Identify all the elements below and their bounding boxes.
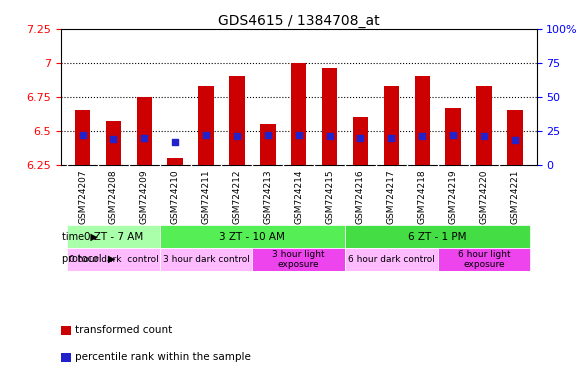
Bar: [160, 225, 345, 248]
Text: GSM724217: GSM724217: [387, 170, 396, 224]
Bar: [507, 111, 523, 165]
Text: percentile rank within the sample: percentile rank within the sample: [75, 352, 251, 362]
Bar: [476, 86, 492, 165]
Text: GSM724209: GSM724209: [140, 170, 149, 224]
Bar: [136, 97, 152, 165]
Bar: [160, 248, 252, 271]
Point: [510, 137, 520, 144]
Title: GDS4615 / 1384708_at: GDS4615 / 1384708_at: [218, 14, 379, 28]
Text: 6 ZT - 1 PM: 6 ZT - 1 PM: [408, 232, 467, 242]
Text: 3 hour dark control: 3 hour dark control: [162, 255, 249, 264]
Bar: [345, 248, 438, 271]
Text: 0 ZT - 7 AM: 0 ZT - 7 AM: [84, 232, 143, 242]
Bar: [322, 68, 338, 165]
Point: [448, 132, 458, 138]
Point: [387, 135, 396, 141]
Point: [201, 132, 211, 138]
Text: GSM724214: GSM724214: [294, 170, 303, 224]
Text: GSM724216: GSM724216: [356, 170, 365, 224]
Text: GSM724213: GSM724213: [263, 170, 273, 224]
Bar: [260, 124, 276, 165]
Text: 3 ZT - 10 AM: 3 ZT - 10 AM: [219, 232, 285, 242]
Bar: [106, 121, 121, 165]
Text: 0 hour dark  control: 0 hour dark control: [68, 255, 158, 264]
Text: time  ▶: time ▶: [61, 232, 97, 242]
Point: [109, 136, 118, 142]
Point: [294, 132, 303, 138]
Bar: [252, 248, 345, 271]
Text: GSM724218: GSM724218: [418, 170, 427, 224]
Point: [418, 133, 427, 139]
Bar: [75, 111, 90, 165]
Bar: [353, 117, 368, 165]
Point: [140, 135, 149, 141]
Text: protocol  ▶: protocol ▶: [61, 254, 115, 264]
Bar: [291, 63, 306, 165]
Text: GSM724220: GSM724220: [480, 170, 488, 224]
Point: [356, 135, 365, 141]
Text: GSM724211: GSM724211: [202, 170, 211, 224]
Bar: [229, 76, 245, 165]
Bar: [345, 225, 530, 248]
Text: 6 hour light
exposure: 6 hour light exposure: [458, 250, 510, 269]
Text: GSM724210: GSM724210: [171, 170, 180, 224]
Text: transformed count: transformed count: [75, 325, 173, 335]
Text: GSM724219: GSM724219: [448, 170, 458, 224]
Bar: [67, 248, 160, 271]
Text: GSM724207: GSM724207: [78, 170, 87, 224]
Text: GSM724212: GSM724212: [233, 170, 241, 224]
Text: GSM724215: GSM724215: [325, 170, 334, 224]
Point: [78, 132, 87, 138]
Text: 3 hour light
exposure: 3 hour light exposure: [273, 250, 325, 269]
Bar: [168, 158, 183, 165]
Point: [263, 132, 273, 138]
Bar: [438, 248, 530, 271]
Bar: [198, 86, 214, 165]
Bar: [445, 108, 461, 165]
Point: [325, 133, 334, 139]
Bar: [415, 76, 430, 165]
Point: [171, 139, 180, 145]
Text: GSM724208: GSM724208: [109, 170, 118, 224]
Point: [233, 133, 242, 139]
Text: GSM724221: GSM724221: [510, 170, 519, 224]
Bar: [67, 225, 160, 248]
Bar: [383, 86, 399, 165]
Point: [479, 133, 488, 139]
Text: 6 hour dark control: 6 hour dark control: [348, 255, 435, 264]
